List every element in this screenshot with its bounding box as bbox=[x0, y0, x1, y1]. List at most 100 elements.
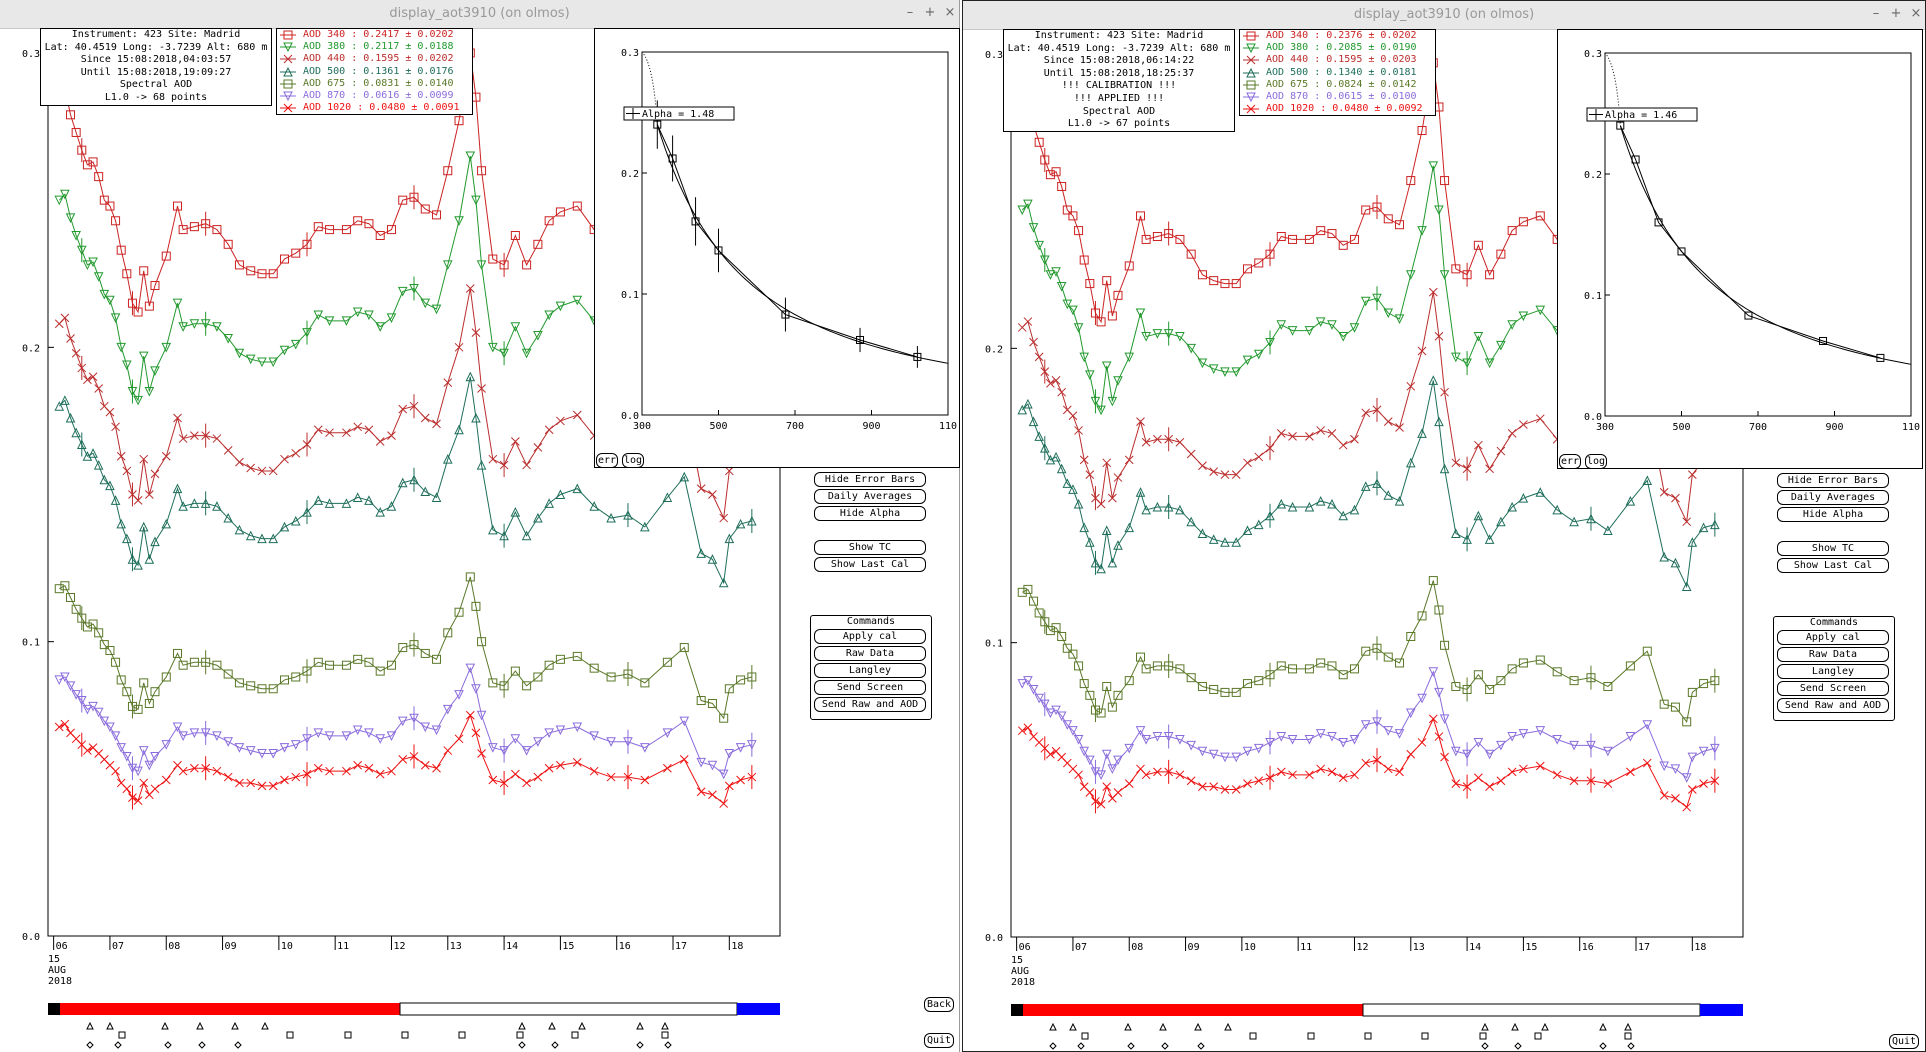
maximize-button[interactable]: + bbox=[1890, 6, 1902, 21]
command-button-raw-data[interactable]: Raw Data bbox=[814, 646, 926, 661]
data-point bbox=[1034, 431, 1044, 441]
timebar-empty[interactable] bbox=[1362, 1003, 1701, 1017]
data-point bbox=[555, 725, 566, 736]
data-point bbox=[443, 746, 453, 755]
data-point bbox=[127, 386, 138, 397]
data-point bbox=[139, 266, 149, 276]
data-point bbox=[82, 622, 92, 632]
data-point bbox=[268, 357, 279, 368]
data-point bbox=[280, 775, 289, 785]
close-button[interactable]: × bbox=[944, 5, 956, 20]
option-button-show-tc[interactable]: Show TC bbox=[1777, 541, 1889, 556]
data-point bbox=[1552, 735, 1562, 745]
minimize-button[interactable]: – bbox=[1872, 6, 1880, 21]
data-point bbox=[1507, 664, 1517, 674]
data-point bbox=[133, 496, 143, 505]
command-button-langley[interactable]: Langley bbox=[814, 663, 926, 678]
timebar-measured[interactable] bbox=[1023, 1004, 1363, 1016]
data-point bbox=[313, 763, 323, 773]
option-button-hide-error-bars[interactable]: Hide Error Bars bbox=[1777, 473, 1889, 488]
command-button-apply-cal[interactable]: Apply cal bbox=[814, 629, 926, 644]
data-point bbox=[521, 530, 532, 541]
option-button-show-tc[interactable]: Show TC bbox=[814, 540, 926, 555]
maximize-button[interactable]: + bbox=[924, 5, 936, 20]
data-point bbox=[521, 348, 532, 359]
close-button[interactable]: × bbox=[1910, 6, 1922, 21]
data-point bbox=[409, 752, 419, 761]
alpha-point bbox=[1876, 353, 1885, 362]
data-point bbox=[1029, 337, 1038, 347]
data-point bbox=[1045, 170, 1055, 180]
data-point bbox=[476, 459, 487, 470]
data-point bbox=[1670, 702, 1680, 712]
quit-button[interactable]: Quit bbox=[924, 1033, 954, 1048]
data-point bbox=[397, 716, 408, 727]
command-button-send-raw-and-aod[interactable]: Send Raw and AOD bbox=[814, 697, 926, 712]
option-button-show-last-cal[interactable]: Show Last Cal bbox=[814, 557, 926, 572]
option-button-daily-averages[interactable]: Daily Averages bbox=[1777, 490, 1889, 505]
command-button-langley[interactable]: Langley bbox=[1777, 664, 1889, 679]
option-button-show-last-cal[interactable]: Show Last Cal bbox=[1777, 558, 1889, 573]
command-button-send-screen[interactable]: Send Screen bbox=[1777, 681, 1889, 696]
log-toggle-button[interactable]: log bbox=[1585, 454, 1607, 469]
data-point bbox=[555, 301, 566, 312]
data-point bbox=[1209, 467, 1219, 477]
back-button[interactable]: Back bbox=[924, 997, 954, 1012]
timebar-end[interactable] bbox=[1700, 1004, 1743, 1016]
quit-button[interactable]: Quit bbox=[1889, 1034, 1919, 1049]
command-button-send-raw-and-aod[interactable]: Send Raw and AOD bbox=[1777, 698, 1889, 713]
data-point bbox=[1361, 646, 1371, 656]
data-point bbox=[1462, 464, 1472, 474]
legend-marker-glyph bbox=[1246, 67, 1256, 78]
command-button-raw-data[interactable]: Raw Data bbox=[1777, 647, 1889, 662]
data-point bbox=[1023, 398, 1033, 409]
data-point bbox=[747, 672, 757, 682]
data-point bbox=[1507, 226, 1517, 236]
timebar-measured[interactable] bbox=[60, 1003, 400, 1015]
title-bar[interactable]: display_aot3910 (on olmos) – + × bbox=[0, 0, 959, 29]
data-point bbox=[420, 486, 431, 497]
minimize-button[interactable]: – bbox=[906, 5, 914, 20]
option-button-daily-averages[interactable]: Daily Averages bbox=[814, 489, 926, 504]
data-point bbox=[1535, 655, 1545, 665]
data-point bbox=[325, 225, 335, 235]
data-point bbox=[606, 512, 616, 523]
data-point bbox=[1519, 764, 1528, 774]
data-point bbox=[431, 725, 442, 736]
err-toggle-button[interactable]: err bbox=[596, 453, 618, 468]
data-point bbox=[1496, 446, 1506, 456]
data-point bbox=[110, 495, 121, 505]
option-button-hide-alpha[interactable]: Hide Alpha bbox=[814, 506, 926, 521]
data-point bbox=[718, 577, 729, 588]
data-point bbox=[1406, 176, 1416, 186]
data-point bbox=[510, 666, 520, 676]
data-point bbox=[353, 216, 363, 226]
alpha-point bbox=[1677, 247, 1686, 256]
data-point bbox=[1434, 205, 1444, 216]
data-point bbox=[747, 772, 757, 782]
data-point bbox=[1242, 264, 1252, 274]
command-button-send-screen[interactable]: Send Screen bbox=[814, 680, 926, 695]
data-point bbox=[1518, 493, 1529, 503]
command-button-apply-cal[interactable]: Apply cal bbox=[1777, 630, 1889, 645]
data-point bbox=[1231, 752, 1242, 763]
data-point bbox=[1372, 643, 1382, 653]
alpha-point bbox=[691, 217, 700, 226]
timebar-empty[interactable] bbox=[399, 1002, 738, 1016]
instrument-info-box: Instrument: 423 Site: Madrid Lat: 40.4519… bbox=[1003, 29, 1235, 132]
data-point bbox=[420, 760, 430, 770]
title-bar[interactable]: display_aot3910 (on olmos) – + × bbox=[963, 1, 1925, 30]
data-point bbox=[696, 757, 706, 768]
data-point bbox=[1028, 684, 1039, 695]
triangle-symbol bbox=[1541, 1022, 1549, 1031]
legend-marker-glyph bbox=[1246, 43, 1256, 54]
data-point bbox=[1383, 652, 1393, 662]
data-point bbox=[189, 498, 200, 508]
data-point bbox=[1383, 490, 1394, 500]
timebar-end[interactable] bbox=[737, 1003, 780, 1015]
log-toggle-button[interactable]: log bbox=[622, 453, 644, 468]
option-button-hide-alpha[interactable]: Hide Alpha bbox=[1777, 507, 1889, 522]
err-toggle-button[interactable]: err bbox=[1559, 454, 1581, 469]
option-button-hide-error-bars[interactable]: Hide Error Bars bbox=[814, 472, 926, 487]
data-point bbox=[71, 127, 81, 137]
